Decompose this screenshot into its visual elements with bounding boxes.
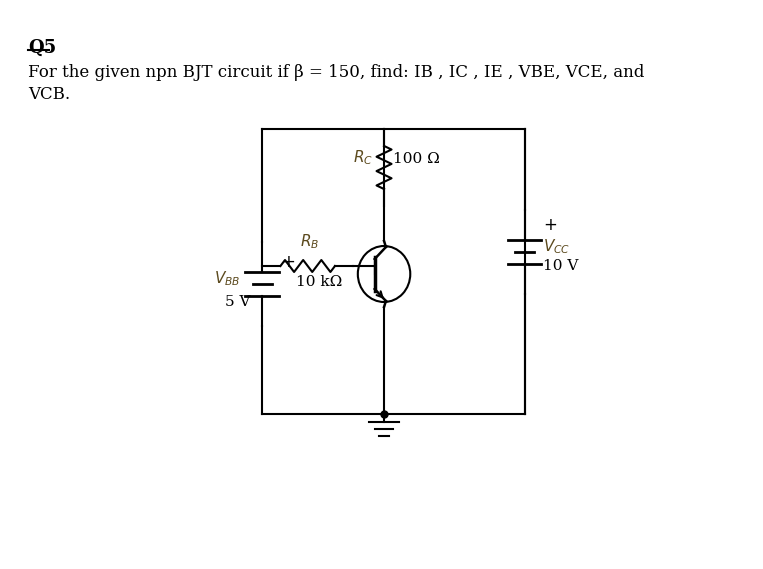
Text: VCB.: VCB. <box>28 86 70 103</box>
Text: +: + <box>543 216 557 234</box>
Text: For the given npn BJT circuit if β = 150, find: IB , IC , IE , VBE, VCE, and: For the given npn BJT circuit if β = 150… <box>28 64 645 81</box>
Text: $R_C$: $R_C$ <box>353 149 373 167</box>
Text: +: + <box>281 253 295 271</box>
Text: 100 Ω: 100 Ω <box>394 151 440 166</box>
Text: 10 kΩ: 10 kΩ <box>297 275 343 289</box>
Text: Q5: Q5 <box>28 39 56 57</box>
Text: $V_{CC}$: $V_{CC}$ <box>543 238 571 257</box>
Text: 5 V: 5 V <box>225 295 250 309</box>
Text: $R_B$: $R_B$ <box>300 232 320 251</box>
Text: 10 V: 10 V <box>543 259 578 273</box>
Text: $V_{BB}$: $V_{BB}$ <box>214 270 240 288</box>
